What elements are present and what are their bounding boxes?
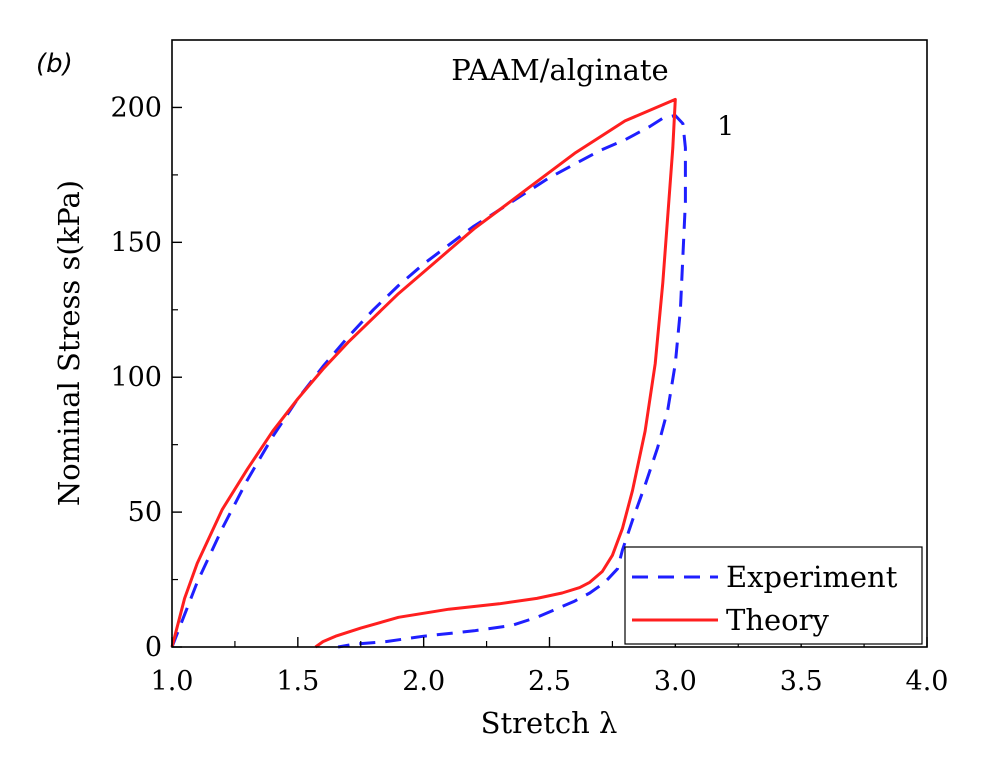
y-tick-label: 150	[110, 227, 162, 258]
y-tick-label: 50	[128, 497, 162, 528]
x-tick-label: 2.0	[402, 666, 445, 697]
x-axis-label: Stretch λ	[481, 706, 618, 740]
annotations: 1	[717, 111, 734, 142]
x-tick-label: 2.5	[528, 666, 571, 697]
series-line-experiment	[170, 114, 687, 649]
x-tick-label: 4.0	[906, 666, 949, 697]
x-tick-label: 3.5	[780, 666, 823, 697]
chart-title: PAAM/alginate	[451, 53, 668, 87]
y-axis-ticks: 0 50 100 150 200	[110, 92, 182, 663]
x-axis-ticks: 1.0 1.5 2.0 2.5 3.0 3.5 4.0	[151, 637, 949, 697]
legend-label-experiment: Experiment	[726, 560, 898, 594]
annotation-label: 1	[717, 111, 734, 142]
y-tick-label: 200	[110, 92, 162, 123]
y-axis-label: Nominal Stress s(kPa)	[52, 180, 86, 506]
series-line-theory	[170, 97, 677, 649]
x-tick-label: 1.0	[151, 666, 194, 697]
panel-label: (b)	[36, 49, 73, 79]
x-tick-label: 1.5	[276, 666, 319, 697]
x-tick-label: 3.0	[654, 666, 697, 697]
legend-label-theory: Theory	[726, 603, 830, 637]
y-tick-label: 100	[110, 362, 162, 393]
plot-area	[170, 97, 687, 649]
legend-box	[624, 546, 923, 645]
y-tick-label: 0	[145, 632, 162, 663]
legend: Experiment Theory	[624, 546, 923, 645]
